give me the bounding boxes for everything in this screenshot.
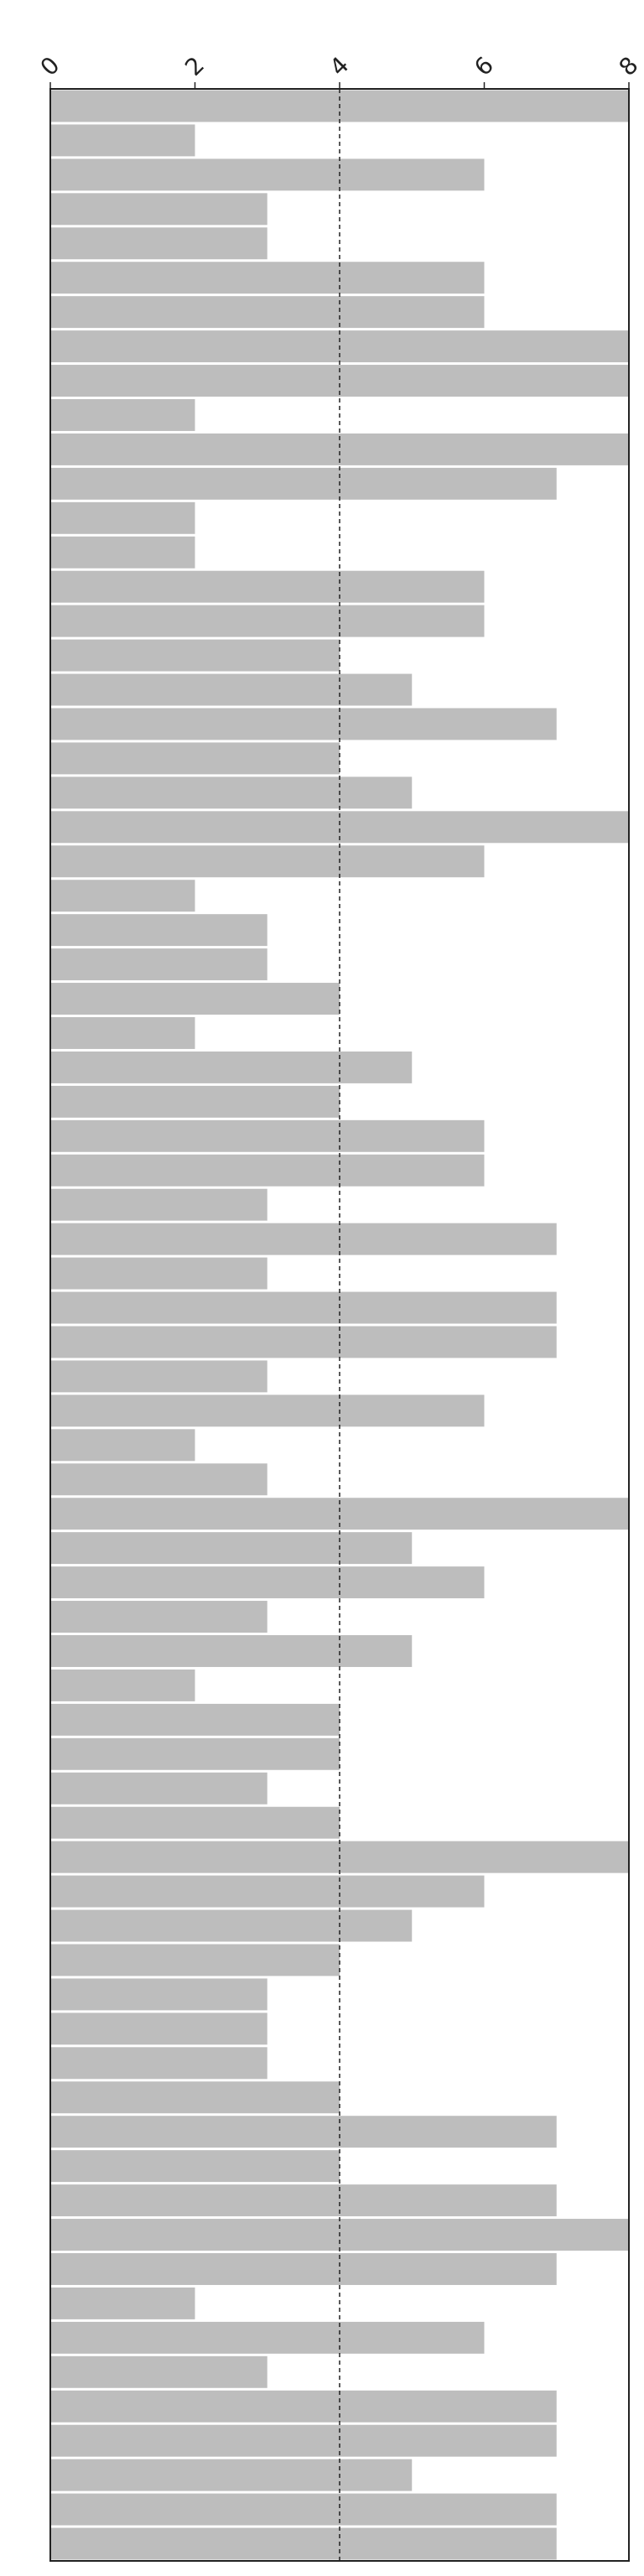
bar-68	[50, 2390, 557, 2423]
x-tick-label: 8	[614, 51, 644, 81]
bar-70	[50, 2459, 413, 2491]
bar-12	[50, 467, 557, 500]
bar-23	[50, 845, 485, 878]
bar-17	[50, 639, 340, 672]
bar-6	[50, 262, 485, 294]
bar-25	[50, 914, 267, 947]
bar-21	[50, 776, 413, 809]
bar-54	[50, 1909, 413, 1942]
bar-35	[50, 1257, 267, 1290]
bar-57	[50, 2012, 267, 2045]
bar-36	[50, 1291, 557, 1324]
bar-18	[50, 673, 413, 706]
bar-71	[50, 2493, 557, 2526]
bar-19	[50, 708, 557, 740]
bar-66	[50, 2321, 485, 2354]
bar-53	[50, 1875, 485, 1908]
bar-67	[50, 2355, 267, 2388]
bar-65	[50, 2287, 195, 2319]
x-tick-label: 0	[35, 51, 65, 81]
bar-64	[50, 2253, 557, 2285]
bar-60	[50, 2116, 557, 2148]
bar-32	[50, 1154, 485, 1187]
bar-47	[50, 1669, 195, 1701]
bar-58	[50, 2047, 267, 2080]
bar-4	[50, 193, 267, 226]
bar-10	[50, 399, 195, 431]
x-tick-label: 4	[325, 51, 355, 81]
bar-16	[50, 605, 485, 637]
bar-26	[50, 948, 267, 981]
bar-31	[50, 1119, 485, 1152]
bar-15	[50, 570, 485, 603]
bar-7	[50, 296, 485, 329]
bar-2	[50, 124, 195, 157]
bar-72	[50, 2527, 557, 2560]
bar-51	[50, 1806, 340, 1839]
bar-13	[50, 501, 195, 534]
bar-44	[50, 1566, 485, 1599]
x-tick-label: 2	[179, 51, 210, 81]
bar-49	[50, 1737, 340, 1770]
bar-30	[50, 1085, 340, 1118]
bar-39	[50, 1394, 485, 1427]
bar-48	[50, 1703, 340, 1736]
bar-20	[50, 742, 340, 775]
bar-45	[50, 1601, 267, 1633]
bar-40	[50, 1429, 195, 1462]
bar-33	[50, 1188, 267, 1221]
bar-61	[50, 2150, 340, 2183]
bar-28	[50, 1017, 195, 1049]
bar-5	[50, 227, 267, 260]
bar-3	[50, 158, 485, 191]
bar-46	[50, 1635, 413, 1667]
bar-34	[50, 1223, 557, 1255]
bar-27	[50, 983, 340, 1015]
bar-37	[50, 1326, 557, 1358]
bar-24	[50, 880, 195, 912]
bar-62	[50, 2184, 557, 2217]
bar-29	[50, 1051, 413, 1083]
x-axis-ticks: 0 2 4 6 8	[35, 51, 644, 89]
bar-59	[50, 2081, 340, 2114]
x-tick-label: 6	[469, 51, 499, 81]
bar-55	[50, 1944, 340, 1976]
bar-43	[50, 1532, 413, 1565]
bar-50	[50, 1772, 267, 1805]
bar-41	[50, 1463, 267, 1496]
bar-69	[50, 2424, 557, 2457]
bar-14	[50, 536, 195, 569]
bar-56	[50, 1978, 267, 2011]
bar-38	[50, 1360, 267, 1393]
